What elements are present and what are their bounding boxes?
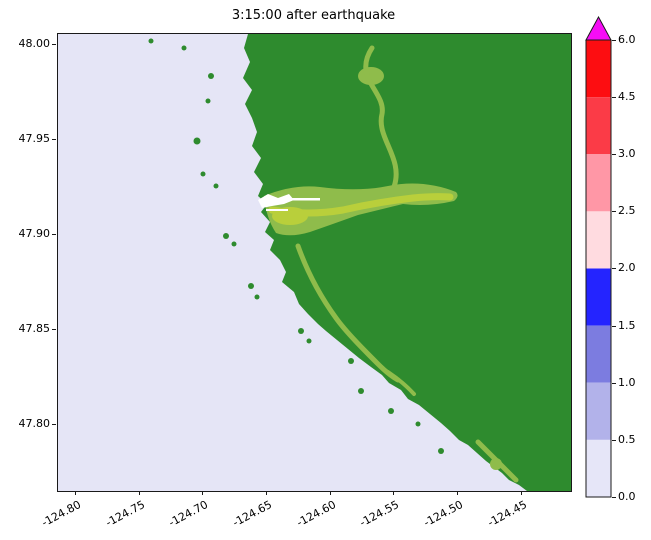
cbar-seg-2.5-3.0 xyxy=(586,154,611,212)
y-tick-label: 48.00 xyxy=(18,37,51,50)
colorbar-over-arrow xyxy=(585,16,612,41)
y-tick-label: 47.80 xyxy=(18,417,51,430)
colorbar-frame xyxy=(585,39,612,498)
x-axis-tick xyxy=(457,491,458,495)
plot-title: 3:15:00 after earthquake xyxy=(231,8,396,23)
coastal-islets xyxy=(148,38,444,454)
cbar-tick-label: 4.5 xyxy=(618,90,636,103)
colorbar xyxy=(585,16,612,498)
white-streak-1 xyxy=(290,198,320,201)
estuary-bright-blob xyxy=(272,207,308,225)
coastal-strip-mid xyxy=(386,370,416,396)
x-tick-label: -124.60 xyxy=(294,498,339,530)
cbar-tick-label: 1.5 xyxy=(618,319,636,332)
x-tick-label: -124.75 xyxy=(103,498,148,530)
river-mouth-flat xyxy=(258,194,294,208)
cbar-seg-3.0-4.5 xyxy=(586,97,611,155)
cbar-tick-label: 6.0 xyxy=(618,33,636,46)
x-axis-tick xyxy=(393,491,394,495)
cbar-seg-1.0-1.5 xyxy=(586,325,611,383)
coastal-map xyxy=(58,34,571,491)
cbar-tick xyxy=(612,497,616,498)
cbar-tick-label: 2.5 xyxy=(618,204,636,217)
cbar-tick-label: 0.5 xyxy=(618,433,636,446)
y-axis-tick xyxy=(52,329,56,330)
cbar-tick xyxy=(612,154,616,155)
x-tick-label: -124.70 xyxy=(166,498,211,530)
cbar-tick-label: 2.0 xyxy=(618,261,636,274)
river-channel-group xyxy=(295,45,519,483)
map-plot-area xyxy=(57,33,572,492)
land-region xyxy=(243,34,571,491)
cbar-tick xyxy=(612,268,616,269)
cbar-tick-label: 3.0 xyxy=(618,147,636,160)
y-axis-tick xyxy=(52,44,56,45)
x-axis-tick xyxy=(75,491,76,495)
y-axis-tick xyxy=(52,234,56,235)
cbar-tick-label: 0.0 xyxy=(618,490,636,503)
x-axis-tick xyxy=(266,491,267,495)
y-tick-label: 47.95 xyxy=(18,132,51,145)
cbar-seg-0.5-1.0 xyxy=(586,382,611,440)
y-tick-label: 47.90 xyxy=(18,227,51,240)
cbar-tick xyxy=(612,326,616,327)
cbar-seg-2.0-2.5 xyxy=(586,211,611,269)
cbar-tick xyxy=(612,97,616,98)
x-tick-label: -124.50 xyxy=(421,498,466,530)
cbar-seg-0.0-0.5 xyxy=(586,439,611,497)
cbar-tick-label: 1.0 xyxy=(618,376,636,389)
y-axis-tick xyxy=(52,424,56,425)
cbar-seg-1.5-2.0 xyxy=(586,268,611,326)
coastal-strip-south xyxy=(475,439,519,483)
white-streak-2 xyxy=(266,209,288,211)
x-tick-label: -124.80 xyxy=(39,498,84,530)
land-region-group xyxy=(148,34,571,491)
north-river-branch xyxy=(363,45,399,190)
x-tick-label: -124.45 xyxy=(485,498,530,530)
white-flat-group xyxy=(258,194,320,211)
y-tick-label: 47.85 xyxy=(18,322,51,335)
cbar-seg-4.5-6.0 xyxy=(586,40,611,98)
x-axis-tick xyxy=(202,491,203,495)
cbar-tick xyxy=(612,211,616,212)
cbar-tick xyxy=(612,383,616,384)
x-tick-label: -124.55 xyxy=(357,498,402,530)
x-axis-tick xyxy=(521,491,522,495)
cbar-tick xyxy=(612,440,616,441)
y-axis-tick xyxy=(52,139,56,140)
x-axis-tick xyxy=(330,491,331,495)
cbar-tick xyxy=(612,40,616,41)
x-axis-tick xyxy=(139,491,140,495)
x-tick-label: -124.65 xyxy=(230,498,275,530)
